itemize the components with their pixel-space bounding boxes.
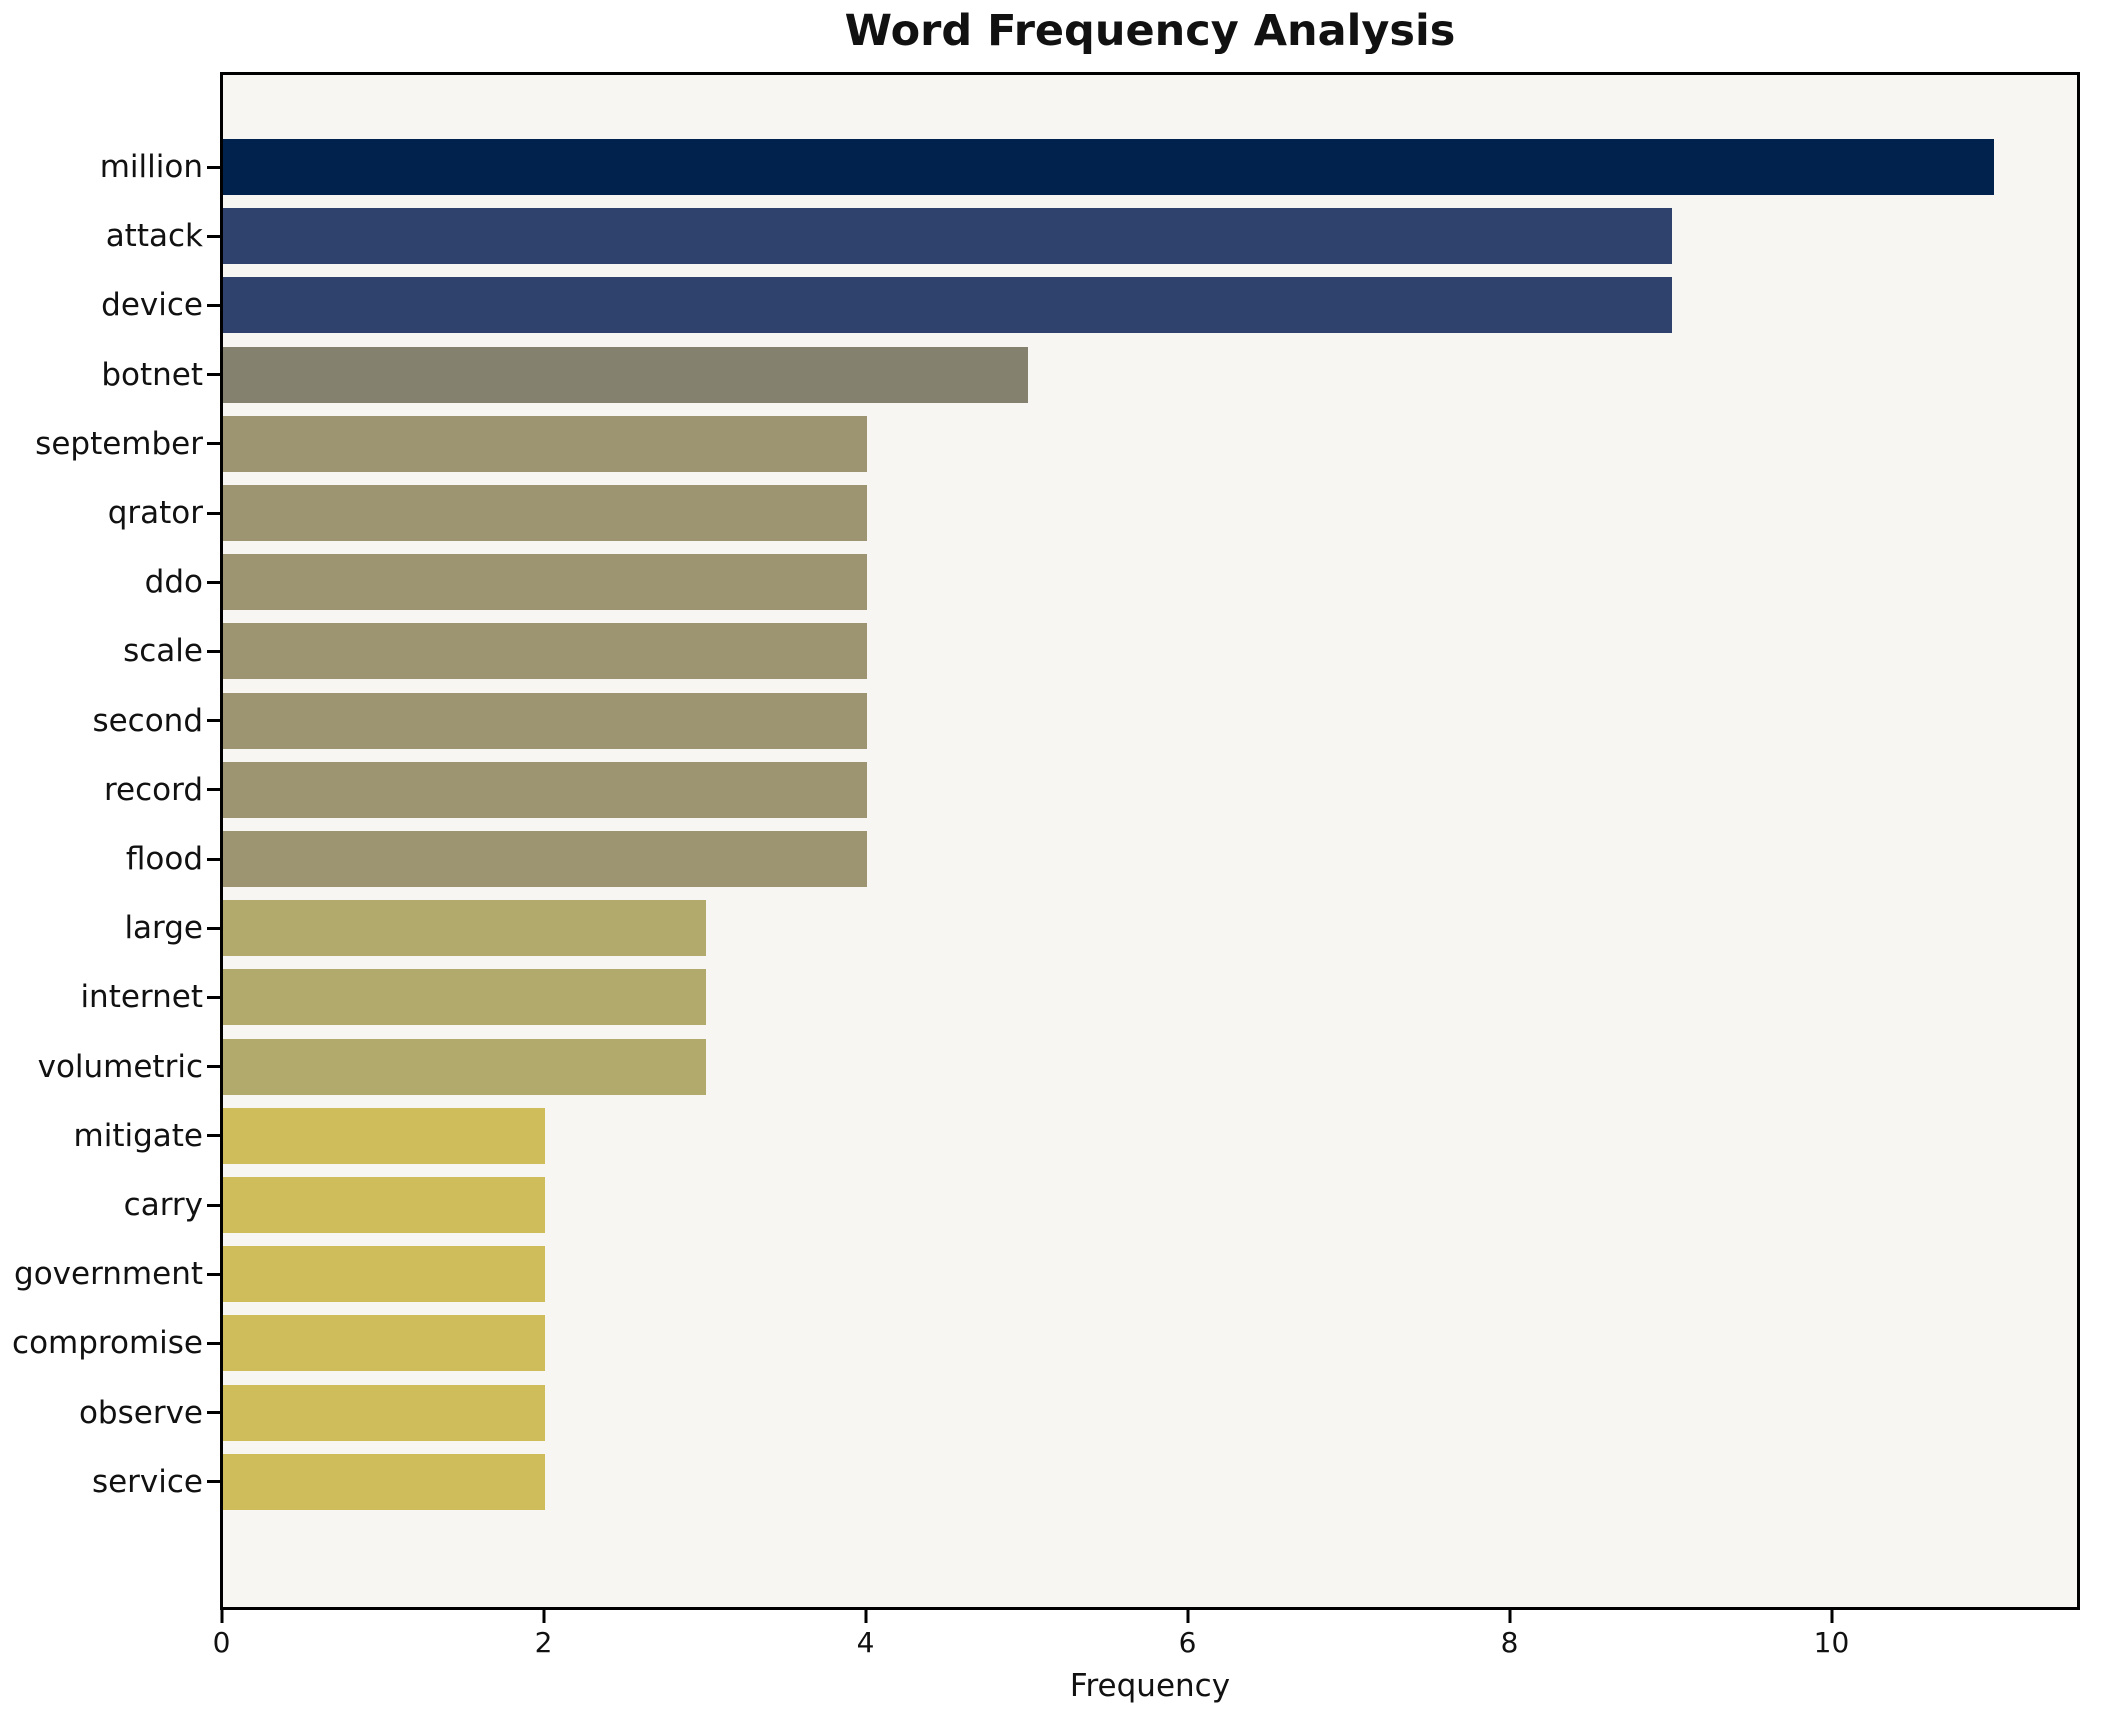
y-tick-mark xyxy=(207,649,220,653)
x-tick-mark xyxy=(1508,1610,1511,1623)
x-tick-mark xyxy=(542,1610,545,1623)
bar-ddo xyxy=(223,554,867,611)
plot-area xyxy=(220,72,2080,1610)
y-tick-mark xyxy=(207,303,220,307)
y-tick-label-record: record xyxy=(103,771,203,808)
bar-september xyxy=(223,415,867,472)
bar-scale xyxy=(223,623,867,680)
y-tick-mark xyxy=(207,926,220,930)
y-tick-label-second: second xyxy=(92,702,203,739)
bar-service xyxy=(223,1453,545,1510)
x-tick-mark xyxy=(864,1610,867,1623)
y-tick-mark xyxy=(207,1272,220,1276)
x-tick-label-10: 10 xyxy=(1813,1626,1850,1659)
y-tick-mark xyxy=(207,1411,220,1415)
y-tick-label-carry: carry xyxy=(123,1187,203,1223)
bar-observe xyxy=(223,1384,545,1441)
y-tick-mark xyxy=(207,1480,220,1484)
bar-government xyxy=(223,1246,545,1303)
y-tick-mark xyxy=(207,995,220,999)
bar-second xyxy=(223,692,867,749)
y-tick-label-large: large xyxy=(124,910,203,947)
bar-device xyxy=(223,277,1672,334)
bar-large xyxy=(223,900,706,957)
x-tick-mark xyxy=(1830,1610,1833,1623)
y-tick-label-ddo: ddo xyxy=(144,564,203,601)
bar-attack xyxy=(223,208,1672,265)
y-tick-label-compromise: compromise xyxy=(12,1325,203,1362)
bar-qrator xyxy=(223,485,867,541)
y-tick-mark xyxy=(207,165,220,169)
y-tick-label-service: service xyxy=(91,1463,203,1500)
y-tick-label-flood: flood xyxy=(125,841,203,877)
y-tick-label-device: device xyxy=(101,287,203,324)
bar-mitigate xyxy=(223,1107,545,1164)
bar-compromise xyxy=(223,1315,545,1372)
y-tick-label-government: government xyxy=(14,1256,203,1293)
bar-million xyxy=(223,139,1994,195)
y-tick-label-botnet: botnet xyxy=(101,356,203,393)
y-tick-mark xyxy=(207,719,220,723)
y-tick-label-september: september xyxy=(35,425,203,462)
y-tick-mark xyxy=(207,511,220,515)
x-tick-label-8: 8 xyxy=(1500,1626,1519,1659)
x-tick-label-0: 0 xyxy=(212,1626,231,1659)
bar-internet xyxy=(223,969,706,1026)
y-tick-label-volumetric: volumetric xyxy=(37,1048,203,1085)
y-tick-mark xyxy=(207,857,220,861)
y-tick-label-qrator: qrator xyxy=(107,495,203,531)
y-tick-mark xyxy=(207,1341,220,1345)
y-tick-label-attack: attack xyxy=(105,218,203,255)
y-tick-mark xyxy=(207,1134,220,1138)
y-tick-mark xyxy=(207,1065,220,1069)
y-tick-mark xyxy=(207,442,220,446)
x-axis-label: Frequency xyxy=(1069,1668,1231,1704)
x-tick-label-2: 2 xyxy=(534,1626,553,1659)
y-tick-mark xyxy=(207,234,220,238)
y-tick-label-internet: internet xyxy=(80,979,203,1016)
y-tick-mark xyxy=(207,373,220,377)
chart-title: Word Frequency Analysis xyxy=(844,6,1456,56)
y-tick-label-million: million xyxy=(99,149,203,185)
bar-botnet xyxy=(223,346,1028,403)
y-tick-label-observe: observe xyxy=(78,1394,203,1431)
x-tick-mark xyxy=(220,1610,223,1623)
bar-flood xyxy=(223,831,867,887)
y-tick-mark xyxy=(207,580,220,584)
x-tick-mark xyxy=(1186,1610,1189,1623)
bar-record xyxy=(223,761,867,818)
y-tick-mark xyxy=(207,788,220,792)
x-tick-label-4: 4 xyxy=(856,1626,875,1659)
y-tick-label-mitigate: mitigate xyxy=(73,1117,203,1154)
bar-volumetric xyxy=(223,1038,706,1095)
x-tick-label-6: 6 xyxy=(1178,1626,1197,1659)
y-tick-label-scale: scale xyxy=(123,633,203,670)
bar-carry xyxy=(223,1177,545,1233)
y-tick-mark xyxy=(207,1203,220,1207)
